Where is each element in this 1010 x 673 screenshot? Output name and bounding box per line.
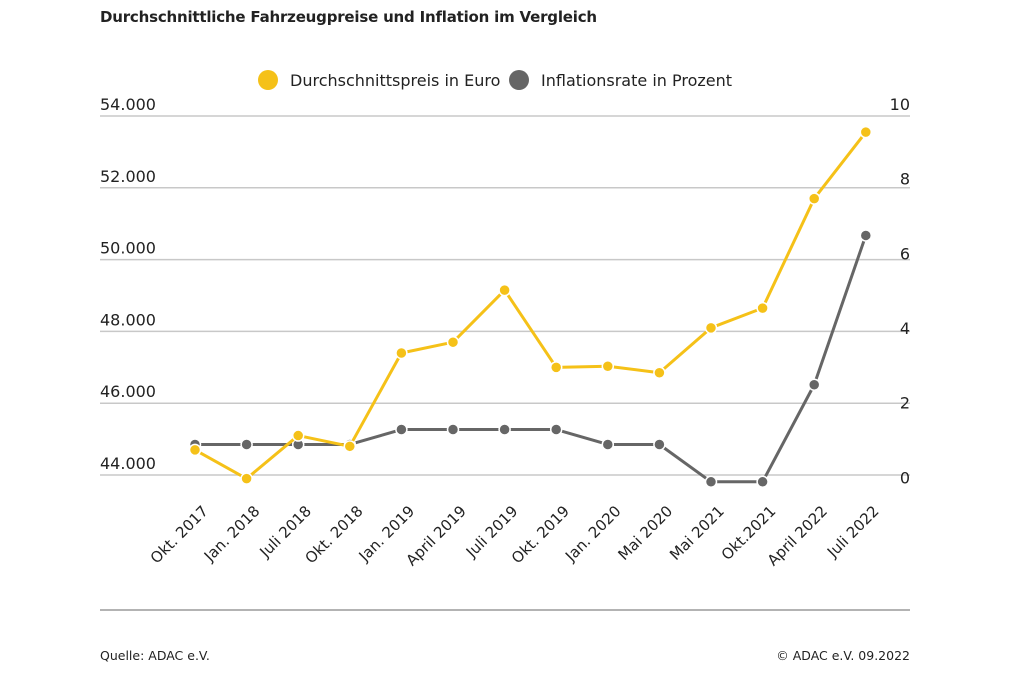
data-point-price	[498, 283, 511, 297]
legend-item-price: Durchschnittspreis in Euro	[258, 70, 500, 90]
data-point-price	[291, 429, 305, 442]
x-tick-label: Jan. 2018	[200, 502, 264, 566]
gridlines	[100, 115, 910, 476]
x-tick-label: Jan. 2020	[561, 502, 625, 566]
data-point-inflation	[807, 378, 821, 392]
right-tick-label: 10	[890, 95, 910, 114]
series-line-price	[194, 131, 867, 481]
legend-label: Inflationsrate in Prozent	[541, 71, 732, 90]
data-point-price	[188, 443, 202, 457]
data-point-price	[343, 440, 357, 453]
legend-label: Durchschnittspreis in Euro	[290, 71, 500, 90]
data-point-inflation	[756, 475, 769, 489]
data-point-price	[395, 346, 408, 360]
copyright-note: © ADAC e.V. 09.2022	[776, 648, 910, 663]
legend-item-inflation: Inflationsrate in Prozent	[509, 70, 732, 90]
data-point-price	[446, 335, 460, 349]
left-tick-label: 48.000	[100, 310, 156, 329]
data-point-inflation	[859, 229, 873, 242]
data-point-inflation	[653, 438, 666, 451]
right-tick-label: 8	[900, 170, 910, 189]
left-tick-label: 44.000	[100, 454, 156, 473]
data-point-inflation	[704, 475, 718, 489]
data-point-price	[601, 360, 615, 373]
data-point-inflation	[395, 423, 408, 436]
left-tick-label: 52.000	[100, 167, 156, 186]
data-point-inflation	[601, 438, 615, 451]
data-point-price	[653, 366, 666, 379]
right-tick-label: 0	[900, 468, 910, 487]
right-tick-label: 6	[900, 244, 910, 263]
data-point-inflation	[549, 423, 563, 436]
series-lines	[188, 125, 873, 489]
legend: Durchschnittspreis in Euro Inflationsrate…	[258, 70, 732, 90]
data-point-price	[756, 301, 769, 315]
x-tick-label: Okt. 2017	[147, 502, 212, 567]
left-y-axis: 44.000 46.000 48.000 50.000 52.000 54.000	[100, 95, 156, 473]
source-note: Quelle: ADAC e.V.	[100, 648, 210, 663]
legend-marker	[258, 70, 278, 90]
data-point-price	[549, 361, 563, 374]
x-tick-label: Mai 2021	[666, 502, 728, 564]
data-point-inflation	[240, 438, 253, 451]
x-tick-label: Juli 2022	[823, 502, 883, 562]
data-point-price	[807, 192, 821, 205]
left-tick-label: 50.000	[100, 239, 156, 258]
x-tick-label: Mai 2020	[615, 502, 677, 564]
chart-title: Durchschnittliche Fahrzeugpreise und Inf…	[100, 8, 597, 26]
data-point-price	[704, 321, 718, 335]
legend-marker	[509, 70, 529, 90]
right-tick-label: 2	[900, 394, 910, 413]
right-y-axis: 0 2 4 6 8 10	[890, 95, 910, 487]
series-line-inflation	[195, 234, 868, 484]
data-point-price	[240, 472, 253, 485]
data-point-price	[859, 125, 873, 139]
right-tick-label: 4	[900, 319, 910, 338]
data-point-inflation	[498, 423, 511, 436]
left-tick-label: 54.000	[100, 95, 156, 114]
data-point-inflation	[446, 423, 460, 436]
left-tick-label: 46.000	[100, 382, 156, 401]
